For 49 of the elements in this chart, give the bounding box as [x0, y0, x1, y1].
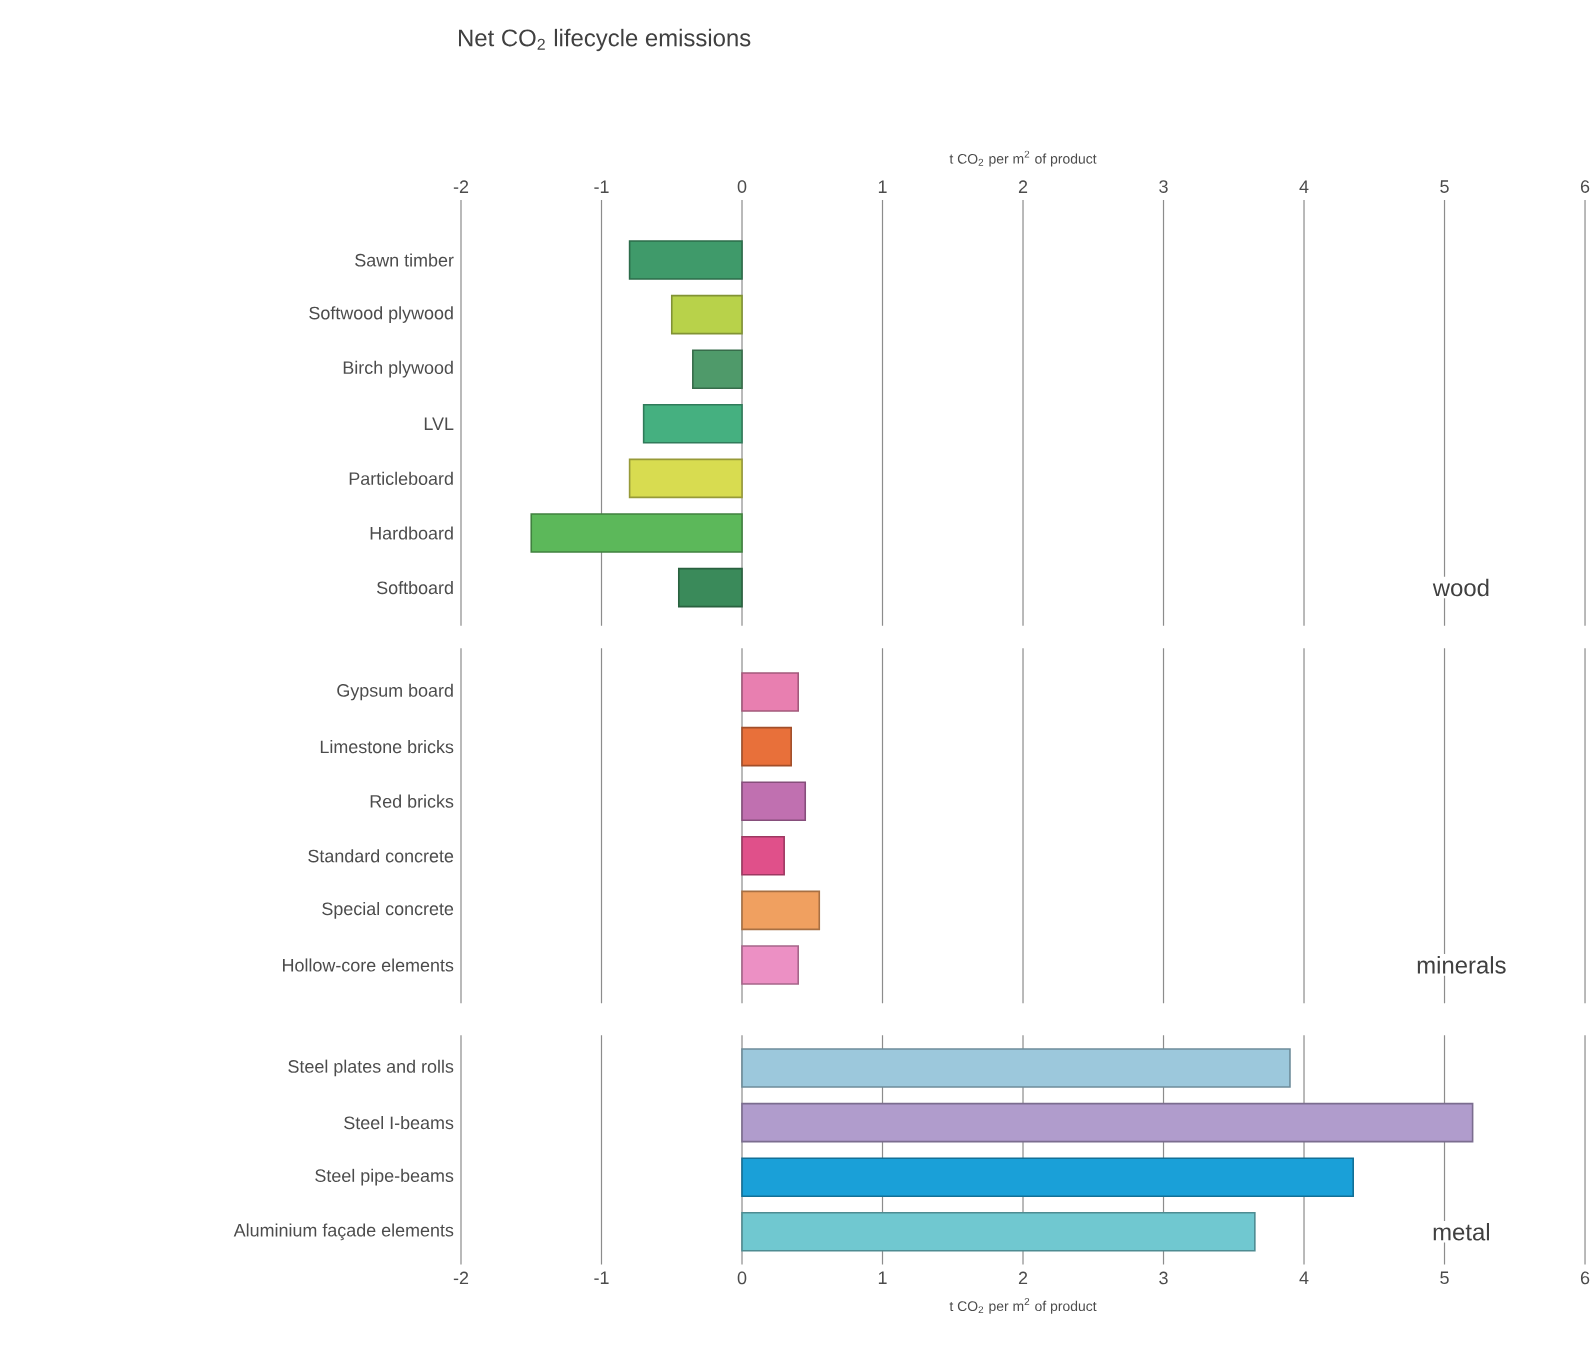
y-tick-label: Special concrete [322, 902, 454, 919]
x-tick-label: 3 [1159, 180, 1168, 193]
y-tick-label: Sawn timber [355, 253, 454, 267]
x-tick-label: 6 [1580, 180, 1590, 193]
y-tick-label: Standard concrete [308, 849, 454, 863]
annotation: wood [1432, 578, 1489, 597]
x-tick-label: -2 [453, 180, 469, 193]
x-tick-label: 4 [1299, 180, 1309, 193]
y-tick-label: Red bricks [370, 794, 454, 808]
bar [741, 781, 807, 821]
bar [741, 836, 785, 876]
bar [741, 726, 792, 767]
bar [741, 1048, 1291, 1088]
y-tick-label: Aluminium façade elements [233, 1223, 454, 1241]
y-tick-label: Hardboard [370, 526, 453, 540]
bar [741, 672, 800, 712]
x-tick-label: 5 [1440, 180, 1449, 193]
y-tick-label: Steel pipe-beams [315, 1168, 454, 1186]
y-tick-label: Steel I-beams [344, 1116, 454, 1130]
x-tick-label: 4 [1299, 1271, 1309, 1284]
y-tick-label: Softwood plywood [309, 306, 453, 323]
y-tick-label: Gypsum board [337, 683, 453, 701]
bar [741, 890, 821, 931]
y-tick-label: Particleboard [349, 471, 453, 485]
x-tick-label: 2 [1018, 180, 1028, 193]
x-tick-label: -2 [453, 1271, 469, 1285]
x-tick-label: 1 [878, 180, 887, 193]
x-tick-label: 0 [737, 180, 747, 193]
bar [741, 945, 800, 985]
x-tick-label: -1 [594, 1271, 609, 1284]
x-tick-label: 2 [1018, 1271, 1028, 1285]
x-tick-label: 0 [737, 1271, 747, 1285]
y-tick-label: Birch plywood [343, 360, 453, 378]
bar [741, 1212, 1256, 1252]
bar [741, 1102, 1474, 1143]
x-tick-label: 5 [1440, 1271, 1449, 1285]
chart-title: Net CO$_{2}$ lifecycle emissions [459, 28, 751, 52]
x-tick-label: 3 [1159, 1271, 1168, 1285]
x-tick-label: 6 [1580, 1271, 1590, 1285]
y-tick-label: Softboard [377, 581, 453, 595]
x-tick-label: -1 [594, 180, 609, 193]
y-tick-label: LVL [424, 417, 454, 430]
y-tick-label: Limestone bricks [320, 740, 454, 754]
bar [741, 1157, 1354, 1197]
annotation: metal [1433, 1223, 1490, 1241]
annotation: minerals [1417, 956, 1506, 974]
y-tick-label: Steel plates and rolls [288, 1059, 454, 1077]
y-tick-label: Hollow-core elements [283, 958, 454, 972]
x-tick-label: 1 [878, 1271, 887, 1284]
